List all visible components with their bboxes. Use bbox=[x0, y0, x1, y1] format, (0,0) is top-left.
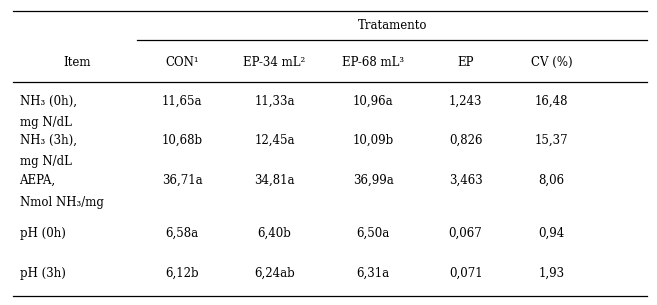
Text: CV (%): CV (%) bbox=[531, 56, 572, 69]
Text: NH₃ (3h),: NH₃ (3h), bbox=[20, 134, 76, 147]
Text: EP-68 mL³: EP-68 mL³ bbox=[342, 56, 404, 69]
Text: Nmol NH₃/mg: Nmol NH₃/mg bbox=[20, 196, 103, 209]
Text: 0,067: 0,067 bbox=[449, 227, 482, 240]
Text: 10,09b: 10,09b bbox=[353, 134, 394, 147]
Text: EP: EP bbox=[457, 56, 474, 69]
Text: AEPA,: AEPA, bbox=[20, 174, 56, 187]
Text: pH (3h): pH (3h) bbox=[20, 267, 66, 280]
Text: 6,40b: 6,40b bbox=[258, 227, 291, 240]
Text: 10,96a: 10,96a bbox=[353, 95, 394, 108]
Text: 6,50a: 6,50a bbox=[357, 227, 390, 240]
Text: 10,68b: 10,68b bbox=[162, 134, 202, 147]
Text: 1,93: 1,93 bbox=[539, 267, 565, 280]
Text: Item: Item bbox=[63, 56, 91, 69]
Text: 11,33a: 11,33a bbox=[254, 95, 295, 108]
Text: 6,31a: 6,31a bbox=[357, 267, 390, 280]
Text: 0,826: 0,826 bbox=[449, 134, 482, 147]
Text: 6,24ab: 6,24ab bbox=[254, 267, 295, 280]
Text: 36,99a: 36,99a bbox=[353, 174, 394, 187]
Text: 0,071: 0,071 bbox=[449, 267, 482, 280]
Text: pH (0h): pH (0h) bbox=[20, 227, 66, 240]
Text: 0,94: 0,94 bbox=[539, 227, 565, 240]
Text: 11,65a: 11,65a bbox=[162, 95, 202, 108]
Text: Tratamento: Tratamento bbox=[357, 19, 427, 32]
Text: 34,81a: 34,81a bbox=[254, 174, 295, 187]
Text: 15,37: 15,37 bbox=[535, 134, 568, 147]
Text: 1,243: 1,243 bbox=[449, 95, 482, 108]
Text: 36,71a: 36,71a bbox=[162, 174, 202, 187]
Text: 3,463: 3,463 bbox=[449, 174, 482, 187]
Text: NH₃ (0h),: NH₃ (0h), bbox=[20, 95, 76, 108]
Text: 16,48: 16,48 bbox=[535, 95, 568, 108]
Text: 8,06: 8,06 bbox=[539, 174, 565, 187]
Text: CON¹: CON¹ bbox=[165, 56, 199, 69]
Text: mg N/dL: mg N/dL bbox=[20, 155, 72, 168]
Text: 6,12b: 6,12b bbox=[165, 267, 199, 280]
Text: 12,45a: 12,45a bbox=[254, 134, 295, 147]
Text: mg N/dL: mg N/dL bbox=[20, 116, 72, 129]
Text: 6,58a: 6,58a bbox=[166, 227, 198, 240]
Text: EP-34 mL²: EP-34 mL² bbox=[243, 56, 306, 69]
